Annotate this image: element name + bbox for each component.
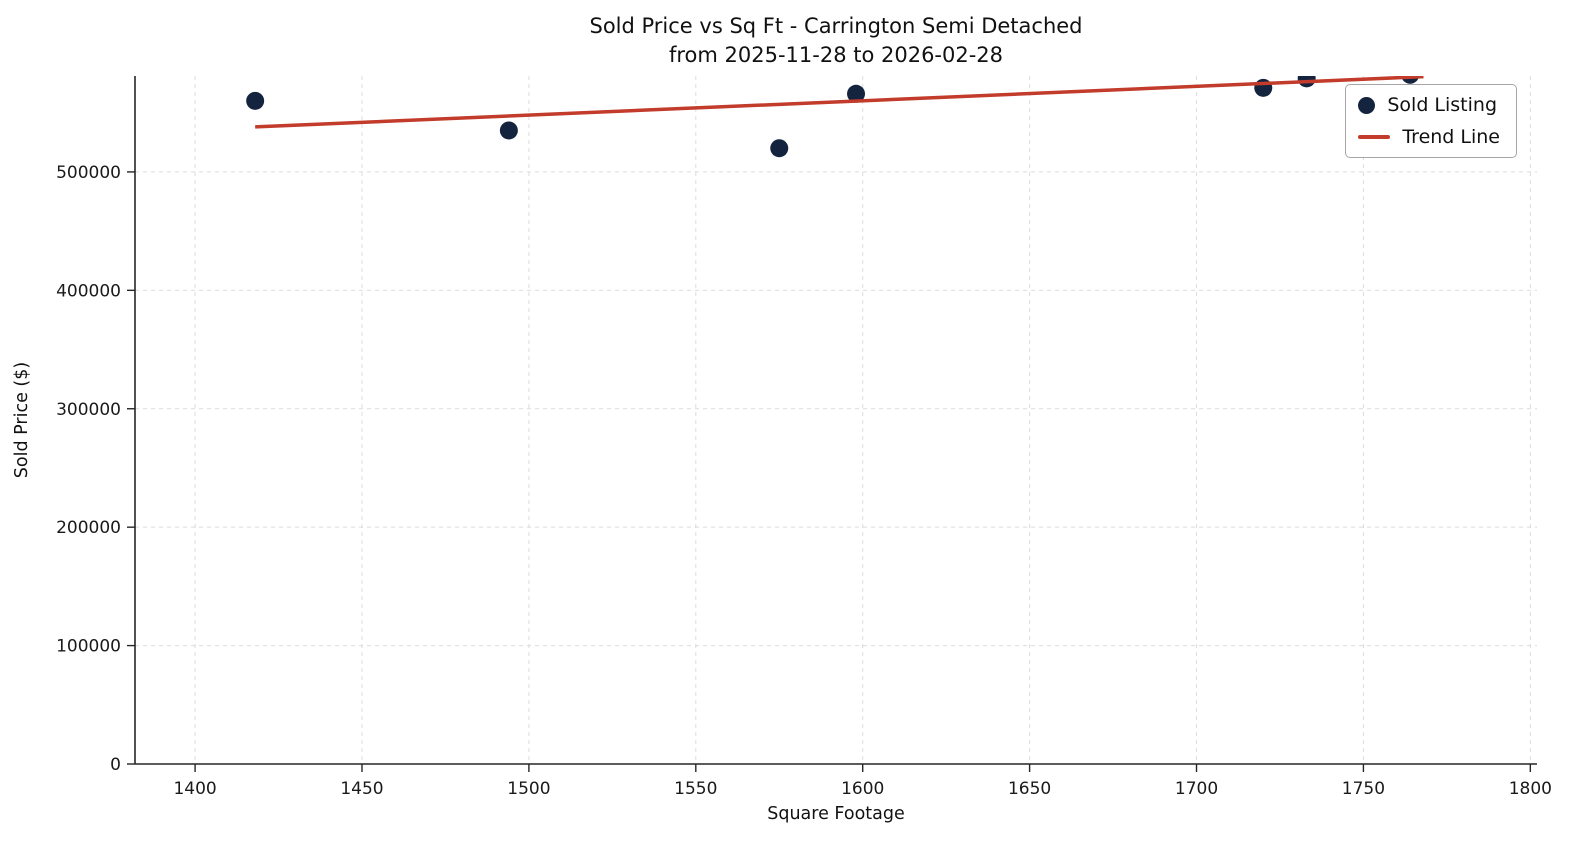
chart-title: Sold Price vs Sq Ft - Carrington Semi De… bbox=[135, 12, 1537, 70]
scatter-point bbox=[1297, 76, 1316, 88]
legend-label-sold-listing: Sold Listing bbox=[1387, 94, 1498, 116]
chart-title-line2: from 2025-11-28 to 2026-02-28 bbox=[668, 43, 1004, 67]
x-tick-label: 1450 bbox=[340, 779, 383, 799]
scatter-point bbox=[770, 139, 789, 158]
y-axis-label: Sold Price ($) bbox=[12, 361, 32, 479]
scatter-point bbox=[246, 91, 265, 110]
legend-label-trend-line: Trend Line bbox=[1402, 126, 1500, 148]
scatter-point bbox=[847, 84, 866, 103]
x-tick-label: 1750 bbox=[1342, 779, 1385, 799]
x-tick-label: 1400 bbox=[173, 779, 216, 799]
x-tick-label: 1800 bbox=[1509, 779, 1552, 799]
legend-item-trend-line: Trend Line bbox=[1358, 126, 1500, 148]
sold-listing-marker-icon bbox=[1358, 96, 1376, 114]
trend-line-swatch-icon bbox=[1358, 135, 1391, 139]
legend: Sold Listing Trend Line bbox=[1345, 84, 1517, 158]
y-tick-label: 0 bbox=[110, 755, 121, 775]
chart-title-line1: Sold Price vs Sq Ft - Carrington Semi De… bbox=[589, 14, 1083, 38]
y-tick-label: 500000 bbox=[56, 163, 121, 183]
x-tick-label: 1700 bbox=[1175, 779, 1218, 799]
scatter-point bbox=[1401, 76, 1420, 84]
y-tick-label: 300000 bbox=[56, 400, 121, 420]
x-tick-label: 1500 bbox=[507, 779, 550, 799]
legend-item-sold-listing: Sold Listing bbox=[1358, 94, 1500, 116]
scatter-point bbox=[499, 121, 518, 140]
x-tick-label: 1550 bbox=[674, 779, 717, 799]
y-tick-label: 400000 bbox=[56, 281, 121, 301]
x-tick-label: 1600 bbox=[841, 779, 884, 799]
y-tick-label: 200000 bbox=[56, 518, 121, 538]
x-axis-label: Square Footage bbox=[767, 804, 905, 824]
x-tick-label: 1650 bbox=[1008, 779, 1051, 799]
trend-line bbox=[255, 76, 1424, 129]
y-tick-label: 100000 bbox=[56, 637, 121, 657]
scatter-series bbox=[246, 76, 1420, 158]
